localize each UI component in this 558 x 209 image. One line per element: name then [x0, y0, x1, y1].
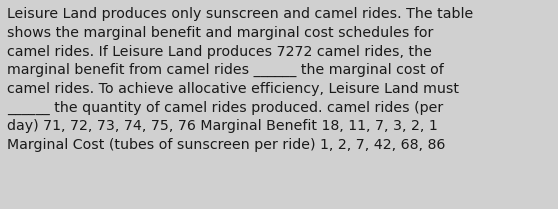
Text: Leisure Land produces only sunscreen and camel rides. The table
shows the margin: Leisure Land produces only sunscreen and…	[7, 7, 474, 152]
